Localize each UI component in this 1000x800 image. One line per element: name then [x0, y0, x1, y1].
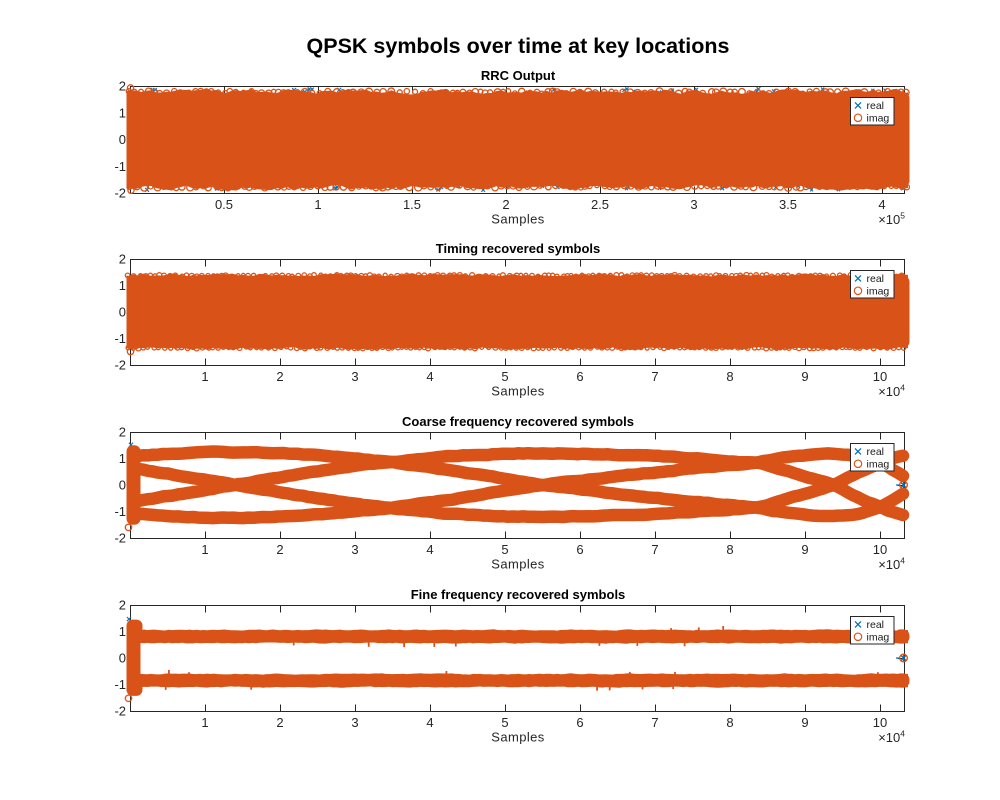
svg-text:3.5: 3.5 [779, 197, 797, 212]
svg-text:2: 2 [502, 197, 509, 212]
svg-text:4: 4 [426, 542, 433, 557]
svg-text:0: 0 [119, 651, 126, 666]
svg-text:5: 5 [501, 715, 508, 730]
svg-text:real: real [867, 619, 885, 631]
svg-text:2.5: 2.5 [591, 197, 609, 212]
svg-text:imag: imag [867, 632, 890, 644]
svg-text:Samples: Samples [491, 384, 544, 399]
svg-text:6: 6 [576, 369, 583, 384]
svg-text:4: 4 [426, 715, 433, 730]
svg-text:7: 7 [651, 369, 658, 384]
svg-text:0.5: 0.5 [215, 197, 233, 212]
svg-text:5: 5 [501, 369, 508, 384]
svg-text:imag: imag [867, 459, 890, 471]
svg-text:9: 9 [801, 542, 808, 557]
svg-text:7: 7 [651, 715, 658, 730]
svg-text:-1: -1 [114, 504, 126, 519]
svg-text:1: 1 [119, 624, 126, 639]
svg-text:2: 2 [119, 252, 126, 267]
svg-text:2: 2 [276, 715, 283, 730]
svg-text:10: 10 [873, 542, 887, 557]
svg-text:6: 6 [576, 715, 583, 730]
svg-text:9: 9 [801, 715, 808, 730]
svg-text:×104: ×104 [878, 729, 905, 746]
svg-text:3: 3 [351, 542, 358, 557]
svg-text:4: 4 [878, 197, 885, 212]
svg-text:2: 2 [276, 542, 283, 557]
svg-text:imag: imag [867, 286, 890, 298]
svg-text:Fine frequency recovered symbo: Fine frequency recovered symbols [411, 587, 626, 602]
svg-text:QPSK symbols over time at key: QPSK symbols over time at key locations [307, 34, 730, 58]
svg-text:real: real [867, 446, 885, 458]
svg-text:Coarse frequency recovered sym: Coarse frequency recovered symbols [402, 414, 634, 429]
svg-text:0: 0 [119, 132, 126, 147]
svg-text:1.5: 1.5 [403, 197, 421, 212]
svg-text:Samples: Samples [491, 212, 544, 227]
svg-text:-1: -1 [114, 677, 126, 692]
svg-text:-1: -1 [114, 159, 126, 174]
svg-text:0: 0 [119, 305, 126, 320]
svg-text:8: 8 [726, 369, 733, 384]
svg-text:real: real [867, 273, 885, 285]
svg-text:-2: -2 [114, 358, 126, 373]
svg-text:Samples: Samples [491, 557, 544, 572]
svg-text:×105: ×105 [878, 211, 905, 228]
svg-text:0: 0 [119, 478, 126, 493]
svg-text:1: 1 [201, 542, 208, 557]
svg-text:-2: -2 [114, 704, 126, 719]
svg-text:5: 5 [501, 542, 508, 557]
svg-text:-2: -2 [114, 186, 126, 201]
svg-text:1: 1 [119, 105, 126, 120]
svg-text:7: 7 [651, 542, 658, 557]
svg-text:3: 3 [690, 197, 697, 212]
svg-text:-1: -1 [114, 331, 126, 346]
svg-text:imag: imag [867, 113, 890, 125]
svg-text:8: 8 [726, 542, 733, 557]
svg-text:1: 1 [314, 197, 321, 212]
svg-text:1: 1 [201, 369, 208, 384]
svg-text:3: 3 [351, 369, 358, 384]
svg-text:2: 2 [119, 598, 126, 613]
svg-text:×104: ×104 [878, 383, 905, 400]
svg-text:2: 2 [119, 79, 126, 94]
svg-text:3: 3 [351, 715, 358, 730]
svg-text:8: 8 [726, 715, 733, 730]
svg-text:RRC Output: RRC Output [481, 68, 556, 83]
svg-text:1: 1 [119, 278, 126, 293]
svg-text:Timing recovered symbols: Timing recovered symbols [436, 241, 601, 256]
svg-text:10: 10 [873, 715, 887, 730]
svg-text:real: real [867, 100, 885, 112]
svg-text:2: 2 [276, 369, 283, 384]
svg-text:9: 9 [801, 369, 808, 384]
svg-text:-2: -2 [114, 531, 126, 546]
svg-text:×104: ×104 [878, 556, 905, 573]
svg-text:2: 2 [119, 425, 126, 440]
svg-text:1: 1 [201, 715, 208, 730]
svg-text:6: 6 [576, 542, 583, 557]
svg-text:10: 10 [873, 369, 887, 384]
svg-text:4: 4 [426, 369, 433, 384]
svg-text:Samples: Samples [491, 730, 544, 745]
svg-text:1: 1 [119, 451, 126, 466]
